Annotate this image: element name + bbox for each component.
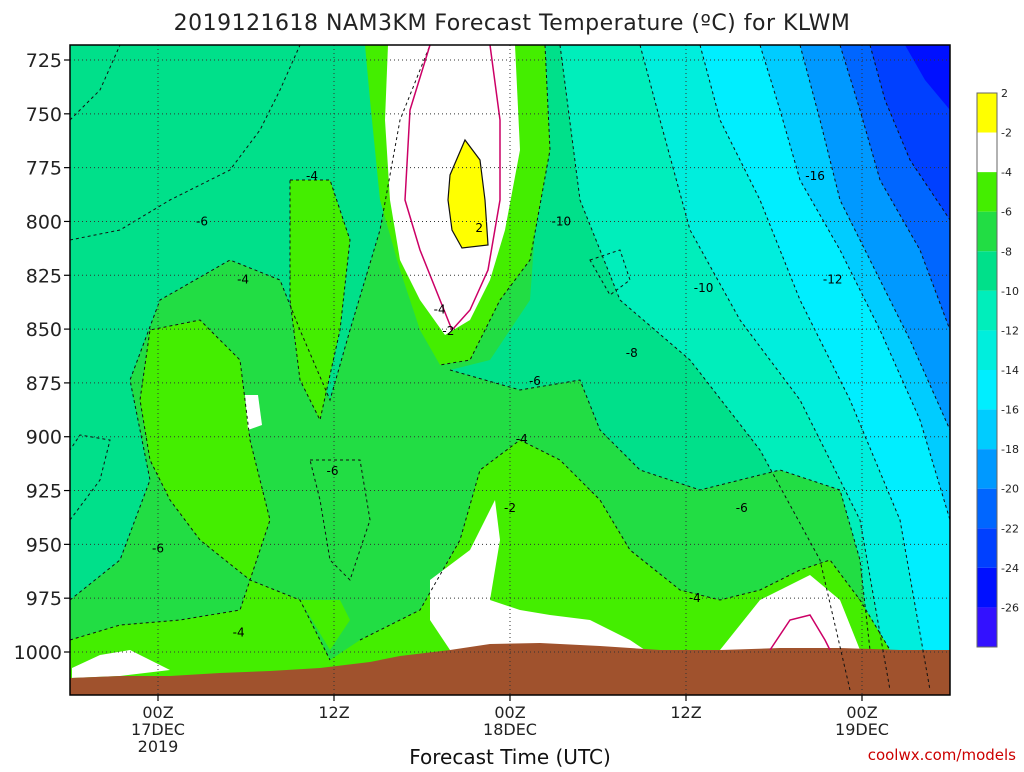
y-tick-label: 1000	[14, 642, 62, 664]
colorbar-label: -24	[1001, 562, 1019, 575]
contour-label: 2	[475, 221, 483, 235]
y-tick-label: 800	[26, 211, 62, 233]
colorbar-swatch	[977, 528, 997, 568]
x-tick-label: 2019	[138, 737, 179, 756]
colorbar-swatch	[977, 370, 997, 410]
x-tick-label: 00Z	[846, 703, 877, 722]
contour-label: -10	[694, 281, 714, 295]
colorbar-label: -18	[1001, 443, 1019, 456]
colorbar-label: 2	[1001, 87, 1008, 100]
colorbar-label: -10	[1001, 285, 1019, 298]
contour-labels: -4 -6 -4 -10 -16 -12 -10 2 -4 -2 -8 -6 -4 -6 -2 -6 -6 -4 -…	[152, 169, 842, 639]
contour-label: -2	[442, 324, 454, 338]
colorbar-swatch	[977, 409, 997, 450]
x-tick-label: 19DEC	[835, 720, 889, 739]
contour-label: -4	[233, 626, 245, 640]
colorbar-swatch	[977, 172, 997, 212]
colorbar-swatch	[977, 132, 997, 173]
chart-title: 2019121618 NAM3KM Forecast Temperature (…	[174, 11, 851, 36]
y-tick-label: 900	[26, 427, 62, 449]
y-tick-label: 950	[26, 534, 62, 556]
colorbar-label: -8	[1001, 245, 1012, 258]
x-tick-label: 00Z	[494, 703, 525, 722]
x-tick-label: 18DEC	[483, 720, 537, 739]
colorbar-label: -2	[1001, 127, 1012, 140]
contour-lines	[70, 45, 950, 691]
colorbar-frame	[976, 92, 998, 648]
colorbar-swatch	[977, 330, 997, 370]
colorbar-swatch	[977, 488, 997, 529]
colorbar-swatch	[977, 93, 997, 133]
grid-lines	[70, 45, 950, 695]
warm-contours	[404, 45, 831, 651]
contour-label: -6	[736, 501, 748, 515]
colorbar-label: -6	[1001, 206, 1012, 219]
x-tick-label: 00Z	[142, 703, 173, 722]
colorbar-swatch	[977, 251, 997, 291]
colorbar-label: -16	[1001, 404, 1019, 417]
colorbar-label: -12	[1001, 324, 1019, 337]
contour-label: -4	[516, 432, 528, 446]
zero-contour	[447, 138, 489, 249]
contour-label: -4	[434, 303, 446, 317]
colorbar-swatch	[977, 449, 997, 489]
colorbar-swatch	[977, 290, 997, 331]
contour-label: -6	[529, 374, 541, 388]
colorbar-label: -14	[1001, 364, 1019, 377]
x-axis-label: Forecast Time (UTC)	[409, 745, 611, 768]
y-tick-label: 875	[26, 373, 62, 395]
x-tick-label: 12Z	[318, 703, 349, 722]
y-tick-label: 825	[26, 265, 62, 287]
y-tick-label: 975	[26, 588, 62, 610]
contour-label: -8	[626, 346, 638, 360]
contour-label: -6	[152, 542, 164, 556]
contour-label: -16	[805, 169, 825, 183]
contour-label: -12	[823, 273, 843, 287]
y-tick-label: 850	[26, 319, 62, 341]
x-tick-label: 12Z	[670, 703, 701, 722]
y-tick-label: 725	[26, 50, 62, 72]
colorbar: 2 -2 -4 -6 -8 -10 -12 -14 -16 -18 -20 -22 -24 -26	[976, 87, 1019, 648]
watermark: coolwx.com/models	[868, 746, 1016, 764]
contour-label: -4	[306, 169, 318, 183]
y-tick-label: 750	[26, 104, 62, 126]
colorbar-label: -20	[1001, 483, 1019, 496]
colorbar-label: -22	[1001, 522, 1019, 535]
contour-label: -4	[237, 273, 249, 287]
contour-label: -2	[504, 501, 516, 515]
y-axis: 725 750 775 800 825 850 875 900 925 950 975 1000	[14, 50, 70, 664]
contour-label: -10	[552, 214, 572, 228]
colorbar-swatch	[977, 211, 997, 252]
x-tick-label: 17DEC	[131, 720, 185, 739]
contour-label: -4	[689, 591, 701, 605]
contour-label: -6	[196, 214, 208, 228]
colorbar-label: -26	[1001, 601, 1019, 614]
colorbar-swatch	[977, 607, 997, 647]
colorbar-label: -4	[1001, 166, 1012, 179]
colorbar-swatch	[977, 567, 997, 608]
y-tick-label: 775	[26, 158, 62, 180]
contour-label: -6	[327, 464, 339, 478]
y-tick-label: 925	[26, 481, 62, 503]
